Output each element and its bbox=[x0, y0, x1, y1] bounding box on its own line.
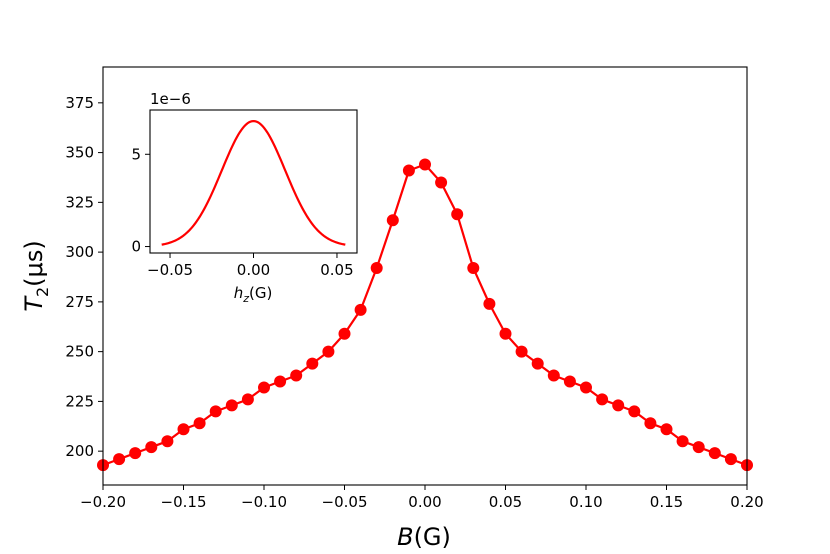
y-tick-label: 200 bbox=[65, 442, 94, 460]
y-axis-title-subscript: 2 bbox=[33, 287, 52, 297]
data-point bbox=[145, 441, 158, 454]
data-point bbox=[322, 345, 335, 358]
data-point bbox=[402, 164, 415, 177]
data-point bbox=[724, 453, 737, 466]
x-tick-label: −0.10 bbox=[241, 493, 287, 511]
data-point bbox=[338, 327, 351, 340]
x-tick-label: 0.00 bbox=[408, 493, 441, 511]
inset-y-tick-label: 5 bbox=[131, 145, 141, 163]
y-axis-title-unit: (μs) bbox=[20, 240, 48, 287]
x-axis-title-unit: (G) bbox=[414, 523, 451, 551]
data-point bbox=[225, 399, 238, 412]
data-point bbox=[386, 214, 399, 227]
data-point bbox=[274, 375, 287, 388]
data-point bbox=[596, 393, 609, 406]
data-point bbox=[258, 381, 270, 394]
x-tick-label: 0.05 bbox=[489, 493, 522, 511]
inset-x-tick-label: −0.05 bbox=[147, 261, 193, 279]
data-point bbox=[306, 357, 319, 370]
data-point bbox=[612, 399, 625, 412]
data-point bbox=[531, 357, 544, 370]
data-point bbox=[354, 303, 367, 316]
data-point bbox=[193, 417, 206, 430]
y-axis-title-symbol: T bbox=[20, 295, 48, 312]
data-point bbox=[547, 369, 560, 382]
inset-x-axis-title-subscript: z bbox=[242, 292, 249, 305]
data-point bbox=[161, 435, 174, 448]
inset-y-tick-label: 0 bbox=[131, 238, 141, 256]
x-tick-label: 0.15 bbox=[650, 493, 683, 511]
inset-x-tick-label: 0.05 bbox=[320, 261, 353, 279]
x-tick-label: −0.05 bbox=[322, 493, 368, 511]
data-point bbox=[660, 423, 673, 436]
main-y-ticks: 200 225 250 275 300 325 350 375 bbox=[65, 94, 103, 460]
x-tick-label: 0.10 bbox=[569, 493, 602, 511]
x-tick-label: −0.15 bbox=[161, 493, 207, 511]
inset-x-ticks: −0.05 0.00 0.05 bbox=[147, 253, 354, 279]
inset-y-ticks: 05 bbox=[131, 145, 150, 256]
data-point bbox=[628, 405, 641, 418]
x-tick-label: 0.20 bbox=[730, 493, 763, 511]
y-tick-label: 300 bbox=[65, 243, 94, 261]
data-point bbox=[370, 262, 383, 275]
data-point bbox=[515, 345, 528, 358]
data-point bbox=[241, 393, 254, 406]
data-point bbox=[129, 447, 142, 460]
inset-series-line bbox=[161, 119, 346, 246]
inset-x-tick-label: 0.00 bbox=[237, 261, 270, 279]
y-tick-label: 325 bbox=[65, 193, 94, 211]
data-point bbox=[209, 405, 222, 418]
inset-plot: −0.05 0.00 0.05 05 1e−6 hz(G) bbox=[131, 90, 358, 305]
x-tick-label: −0.20 bbox=[80, 493, 126, 511]
data-point bbox=[290, 369, 303, 382]
inset-offset-label: 1e−6 bbox=[150, 90, 191, 108]
data-point bbox=[483, 297, 496, 310]
data-point bbox=[692, 441, 705, 454]
data-point bbox=[644, 417, 657, 430]
x-axis-title: B(G) bbox=[397, 523, 451, 551]
main-plot: −0.20 −0.15 −0.10 −0.05 0.00 0.05 0.10 0.15 0.20… bbox=[65, 66, 764, 511]
y-axis-title: T2(μs) bbox=[20, 240, 52, 311]
inset-background bbox=[150, 110, 357, 253]
data-point bbox=[451, 208, 464, 221]
inset-x-axis-title: hz(G) bbox=[234, 284, 273, 305]
data-point bbox=[563, 375, 576, 388]
y-tick-label: 250 bbox=[65, 343, 94, 361]
data-point bbox=[499, 327, 512, 340]
inset-series-group bbox=[161, 119, 346, 246]
data-point bbox=[113, 453, 126, 466]
y-tick-label: 375 bbox=[65, 94, 94, 112]
y-tick-label: 275 bbox=[65, 293, 94, 311]
inset-x-axis-title-unit: (G) bbox=[249, 284, 272, 302]
data-point bbox=[580, 381, 592, 394]
main-x-ticks: −0.20 −0.15 −0.10 −0.05 0.00 0.05 0.10 0.15 0.20 bbox=[80, 485, 764, 511]
data-point bbox=[676, 435, 689, 448]
data-point bbox=[708, 447, 721, 460]
data-point bbox=[467, 262, 480, 275]
data-point bbox=[435, 176, 448, 189]
data-point bbox=[419, 158, 431, 171]
main-series-group bbox=[97, 158, 753, 472]
y-tick-label: 225 bbox=[65, 392, 94, 410]
inset-x-axis-title-symbol: h bbox=[234, 284, 244, 302]
x-axis-title-symbol: B bbox=[397, 523, 413, 551]
y-tick-label: 350 bbox=[65, 144, 94, 162]
data-point bbox=[177, 423, 190, 436]
